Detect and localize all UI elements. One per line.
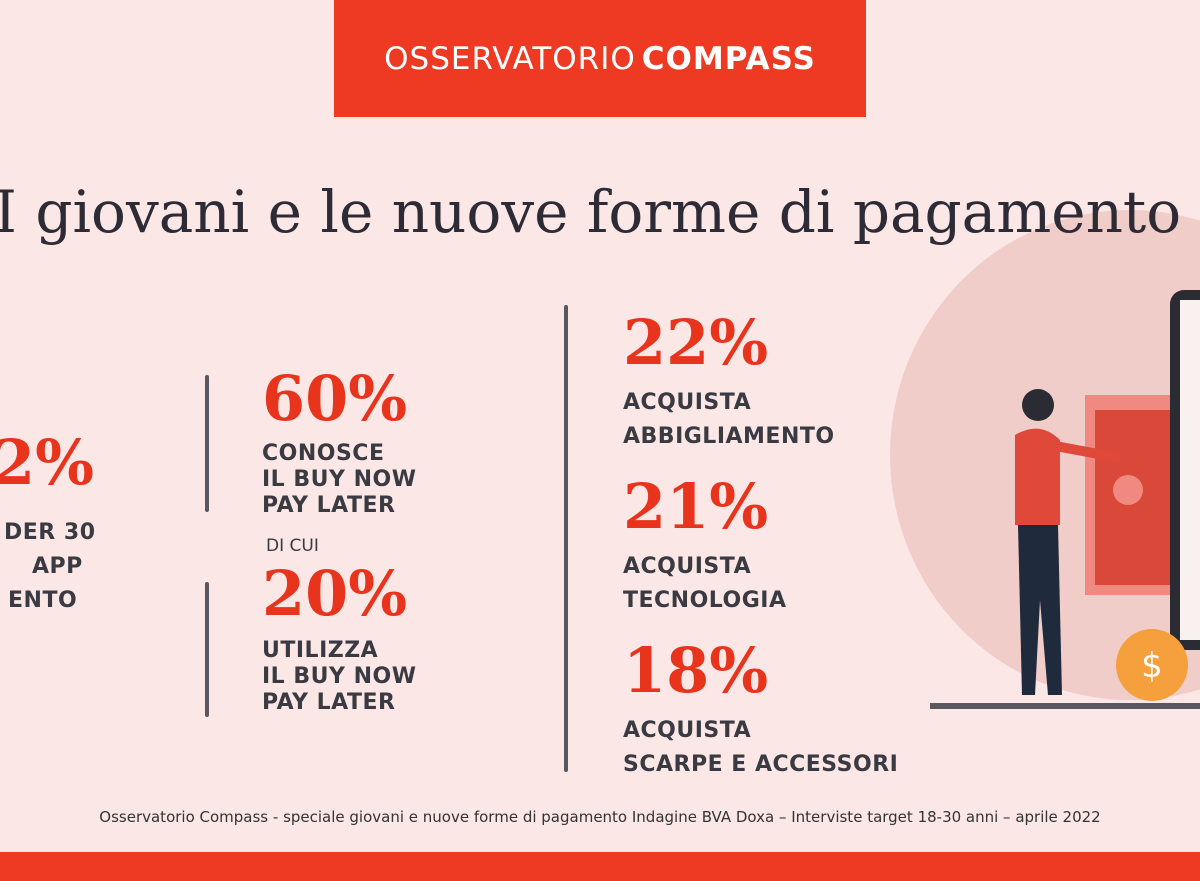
bottom-bar xyxy=(0,852,1200,881)
coin xyxy=(1116,629,1188,701)
stat-line: ACQUISTA xyxy=(623,390,752,415)
connector: DI CUI xyxy=(266,536,319,556)
stat-label: DER 30 APP ENTO xyxy=(4,520,96,614)
title: I giovani e le nuove forme di pagamento xyxy=(0,178,1182,246)
stat-line: IL BUY NOW xyxy=(262,467,417,492)
stat-line: UTILIZZA xyxy=(262,638,379,663)
phone-screen xyxy=(1180,300,1200,640)
stat-percent: 22% xyxy=(623,306,769,379)
divider xyxy=(205,375,209,512)
brand-bold: COMPASS xyxy=(641,40,816,77)
stat-line: DER 30 xyxy=(4,520,96,545)
person-head xyxy=(1022,389,1054,421)
stat-label: CONOSCE IL BUY NOW PAY LATER xyxy=(262,441,416,519)
stat-label: ACQUISTA SCARPE E ACCESSORI xyxy=(623,714,898,782)
divider xyxy=(564,305,568,772)
banknote-circle xyxy=(1113,475,1143,505)
stat-line: IL BUY NOW xyxy=(262,664,417,689)
header: OSSERVATORIO COMPASS xyxy=(334,0,866,117)
divider xyxy=(205,582,209,717)
stat-label: ACQUISTA TECNOLOGIA xyxy=(623,550,787,618)
stat-line: ACQUISTA xyxy=(623,554,752,579)
stat-line: PAY LATER xyxy=(262,493,396,518)
ground-line xyxy=(930,703,1200,709)
person-legs xyxy=(1018,525,1062,695)
stat-line: ENTO xyxy=(8,588,78,613)
person-arm xyxy=(1049,440,1121,463)
stat-percent: 2% xyxy=(0,426,95,499)
stat-label: ACQUISTA ABBIGLIAMENTO xyxy=(623,386,835,454)
stat-percent: 18% xyxy=(623,634,769,707)
stat-line: TECNOLOGIA xyxy=(623,588,787,613)
stat-line: SCARPE E ACCESSORI xyxy=(623,752,899,777)
brand-light: OSSERVATORIO xyxy=(384,40,636,77)
footer-note: Osservatorio Compass - speciale giovani … xyxy=(99,808,1101,826)
stat-label: UTILIZZA IL BUY NOW PAY LATER xyxy=(262,638,416,716)
stat-line: ABBIGLIAMENTO xyxy=(623,424,835,449)
stat-percent: 20% xyxy=(262,557,408,630)
stat-line: PAY LATER xyxy=(262,690,396,715)
stat-line: APP xyxy=(32,554,83,579)
stat-line: ACQUISTA xyxy=(623,718,752,743)
stat-percent: 60% xyxy=(262,362,408,435)
coin-symbol: $ xyxy=(1141,646,1163,686)
person-body xyxy=(1015,428,1060,525)
stat-line: CONOSCE xyxy=(262,441,385,466)
stat-percent: 21% xyxy=(623,470,769,543)
